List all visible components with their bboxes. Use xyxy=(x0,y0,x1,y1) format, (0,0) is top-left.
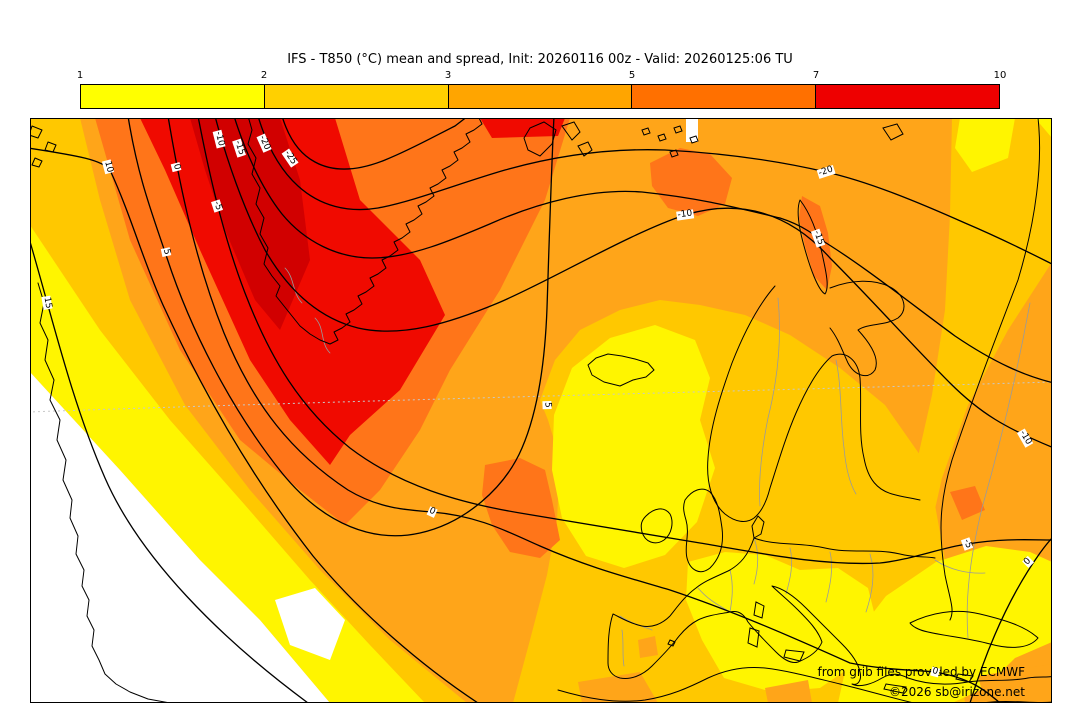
colorbar-tick: 1 xyxy=(76,70,84,81)
black-sea-coastline xyxy=(909,610,1039,648)
british-isles-coastline xyxy=(640,488,723,573)
colorbar-segment xyxy=(816,85,999,108)
map-frame xyxy=(30,118,1052,703)
north-america-coastline xyxy=(37,282,171,703)
map-area: from grib files provided by ECMWF ©2026 … xyxy=(30,118,1052,703)
spread-colorbar: 1 2 3 5 7 10 xyxy=(76,70,1007,112)
colorbar-segment xyxy=(448,85,633,108)
colorbar-tick: 5 xyxy=(628,70,636,81)
colorbar-tick: 2 xyxy=(260,70,268,81)
colorbar-tick: 7 xyxy=(812,70,820,81)
graticule-and-borders xyxy=(30,267,1052,667)
page-title: IFS - T850 (°C) mean and spread, Init: 2… xyxy=(287,52,793,67)
africa-coastline xyxy=(557,667,1052,703)
svalbard-islands xyxy=(523,121,904,158)
colorbar-tick: 3 xyxy=(444,70,452,81)
contour-label: 5 xyxy=(542,400,553,410)
coastlines xyxy=(30,118,1052,703)
contour-label: 15 xyxy=(41,295,54,311)
iceland-coastline xyxy=(587,353,655,387)
colorbar-tick: 10 xyxy=(993,70,1007,81)
credit-source: from grib files provided by ECMWF xyxy=(817,665,1025,679)
map-canvas xyxy=(30,118,1052,703)
colorbar-segment xyxy=(264,85,449,108)
credit-copyright: ©2026 sb@irizone.net xyxy=(889,685,1025,699)
greenland-coastline xyxy=(247,118,483,345)
colorbar-segment xyxy=(81,85,265,108)
mediterranean-islands xyxy=(667,601,974,694)
colorbar-segment xyxy=(632,85,817,108)
russia-coastline xyxy=(940,118,1041,621)
europe-coastline xyxy=(607,569,799,679)
spread-fill-regions xyxy=(30,118,1052,703)
colorbar-bar xyxy=(80,84,1000,109)
colorbar-ticks: 1 2 3 5 7 10 xyxy=(76,70,1007,84)
scandinavia-coastline xyxy=(707,285,921,522)
